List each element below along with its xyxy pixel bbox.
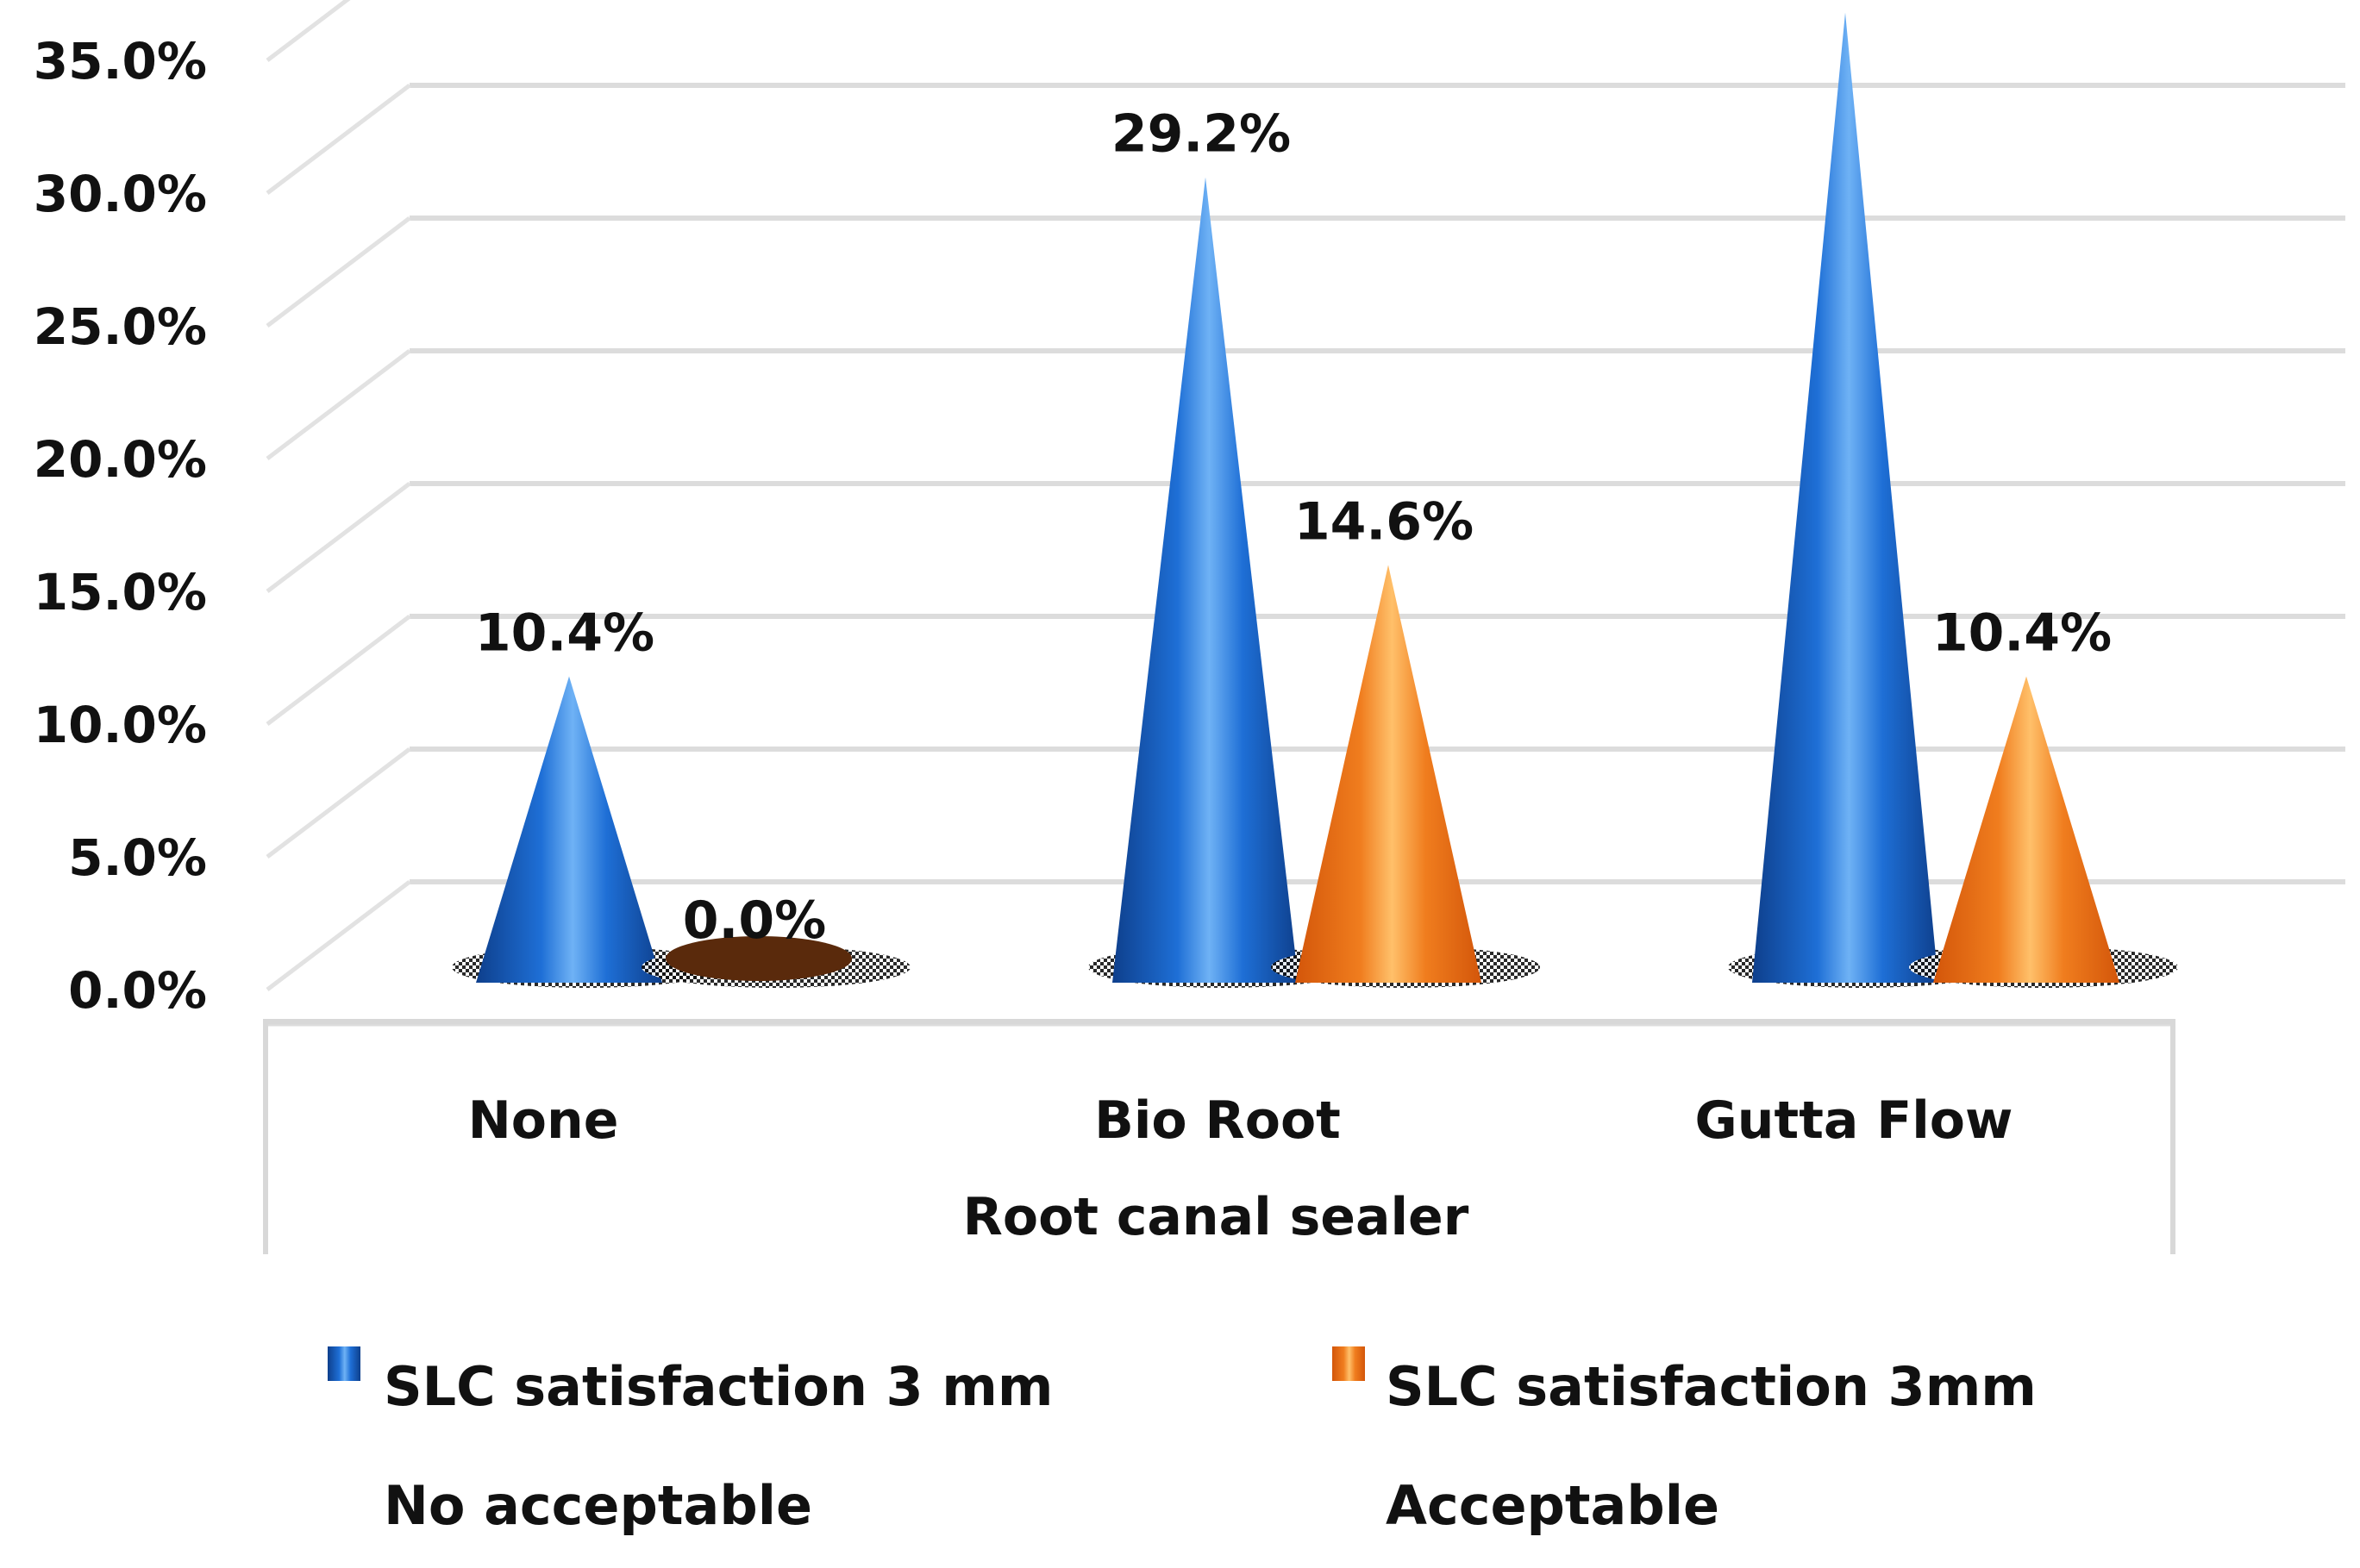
data-labels: 10.4%0.0%29.2%14.6%35.4%10.4% xyxy=(475,104,2112,951)
side-wall-line xyxy=(266,747,411,859)
legend-swatch-orange xyxy=(1332,1346,1365,1381)
data-label: 10.4% xyxy=(475,603,654,664)
cone-bar xyxy=(1112,177,1299,983)
side-wall-line xyxy=(266,880,411,991)
cone-bar xyxy=(666,936,852,981)
x-axis-tick-labels: None Bio Root Gutta Flow xyxy=(468,1090,2013,1151)
side-wall-line xyxy=(266,84,411,195)
cone-bar xyxy=(476,676,662,983)
legend: SLC satisfaction 3 mm No acceptable SLC … xyxy=(328,1346,2037,1537)
data-label: 14.6% xyxy=(1294,491,1474,552)
legend-item-acceptable: SLC satisfaction 3mm Acceptable xyxy=(1332,1346,2037,1537)
legend-label: SLC satisfaction 3mm xyxy=(1386,1355,2037,1418)
data-label: 29.2% xyxy=(1111,104,1291,165)
legend-swatch-blue xyxy=(328,1346,360,1381)
y-axis-tick-labels: 0.0%5.0%10.0%15.0%20.0%25.0%30.0%35.0%40… xyxy=(34,32,207,1020)
category-axis-box xyxy=(263,1019,2175,1254)
x-tick-label: Gutta Flow xyxy=(1695,1090,2013,1151)
x-tick-label: Bio Root xyxy=(1094,1090,1341,1151)
y-tick-label: 30.0% xyxy=(34,165,207,223)
y-tick-label: 0.0% xyxy=(68,961,207,1020)
x-tick-label: None xyxy=(468,1090,619,1151)
legend-label: No acceptable xyxy=(384,1474,812,1537)
side-wall-line xyxy=(266,349,411,460)
side-wall-line xyxy=(266,0,351,62)
legend-item-no-acceptable: SLC satisfaction 3 mm No acceptable xyxy=(328,1346,1053,1537)
data-label: 0.0% xyxy=(683,890,826,951)
legend-label: SLC satisfaction 3 mm xyxy=(384,1355,1053,1418)
y-tick-label: 25.0% xyxy=(34,297,207,356)
cone-bar xyxy=(1933,676,2119,983)
side-wall-line xyxy=(266,482,411,593)
cone-bar xyxy=(1752,12,1938,983)
data-label: 10.4% xyxy=(1932,603,2112,664)
y-tick-label: 20.0% xyxy=(34,430,207,489)
y-tick-label: 15.0% xyxy=(34,563,207,622)
legend-label: Acceptable xyxy=(1386,1474,1719,1537)
cone-bars xyxy=(452,12,2178,988)
cone-bar xyxy=(1295,565,1481,983)
y-tick-label: 5.0% xyxy=(68,828,207,887)
y-tick-label: 10.0% xyxy=(34,696,207,754)
side-wall-line xyxy=(266,615,411,726)
y-tick-label: 35.0% xyxy=(34,32,207,91)
side-wall-line xyxy=(266,216,411,328)
x-axis-title: Root canal sealer xyxy=(963,1187,1469,1247)
plot-frame xyxy=(263,1019,2175,1254)
